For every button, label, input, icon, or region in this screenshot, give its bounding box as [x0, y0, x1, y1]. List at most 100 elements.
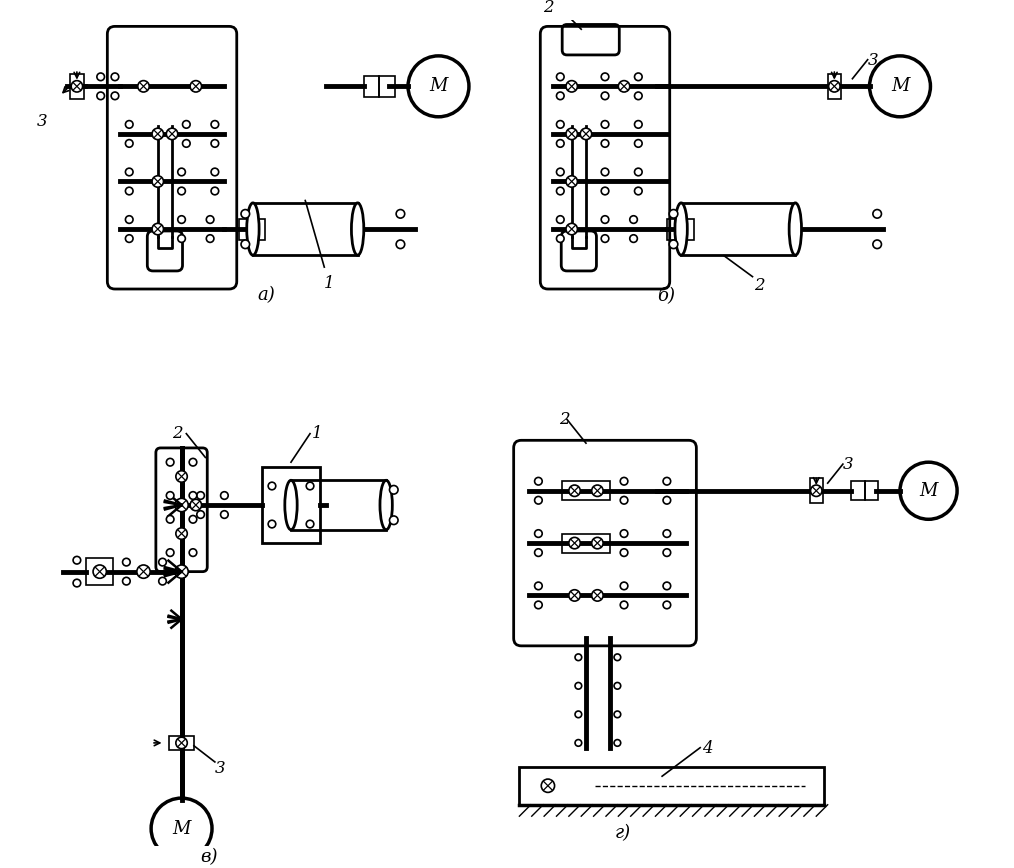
- Circle shape: [569, 537, 580, 549]
- Circle shape: [663, 529, 670, 537]
- Bar: [238, 219, 251, 240]
- Text: а): а): [258, 286, 276, 304]
- Circle shape: [621, 477, 628, 485]
- Circle shape: [211, 187, 219, 194]
- Circle shape: [190, 458, 197, 466]
- Circle shape: [575, 740, 582, 746]
- Circle shape: [183, 140, 191, 148]
- Circle shape: [268, 483, 276, 490]
- Circle shape: [126, 121, 133, 128]
- Circle shape: [126, 216, 133, 223]
- Circle shape: [152, 223, 163, 234]
- Text: 2: 2: [172, 425, 183, 442]
- Ellipse shape: [789, 203, 801, 255]
- Circle shape: [241, 240, 249, 248]
- Circle shape: [635, 168, 642, 176]
- Circle shape: [534, 477, 542, 485]
- Text: M: M: [172, 819, 191, 838]
- Bar: [681, 203, 795, 255]
- Circle shape: [183, 121, 191, 128]
- Circle shape: [601, 168, 608, 176]
- Circle shape: [569, 485, 580, 496]
- Circle shape: [191, 81, 202, 92]
- Circle shape: [159, 558, 166, 566]
- Circle shape: [389, 516, 399, 524]
- Circle shape: [534, 602, 542, 608]
- Circle shape: [306, 483, 313, 490]
- Circle shape: [575, 711, 582, 718]
- Circle shape: [534, 549, 542, 556]
- Circle shape: [592, 537, 603, 549]
- Circle shape: [601, 92, 608, 100]
- Circle shape: [621, 496, 628, 504]
- Circle shape: [566, 81, 577, 92]
- Circle shape: [112, 73, 119, 81]
- Circle shape: [873, 209, 881, 218]
- Text: б): б): [657, 286, 675, 304]
- Circle shape: [557, 140, 564, 148]
- Circle shape: [614, 654, 621, 661]
- Ellipse shape: [675, 203, 687, 255]
- Bar: [263, 467, 319, 543]
- Circle shape: [396, 209, 405, 218]
- Bar: [667, 219, 680, 240]
- Circle shape: [621, 549, 628, 556]
- Circle shape: [621, 529, 628, 537]
- Text: M: M: [920, 482, 938, 500]
- Circle shape: [166, 516, 174, 523]
- Circle shape: [177, 234, 186, 242]
- Circle shape: [566, 128, 577, 140]
- Bar: [865, 481, 878, 500]
- Circle shape: [676, 233, 684, 240]
- Circle shape: [97, 73, 104, 81]
- Circle shape: [663, 477, 670, 485]
- Circle shape: [676, 218, 684, 226]
- Circle shape: [566, 176, 577, 187]
- Circle shape: [221, 491, 228, 499]
- Circle shape: [190, 516, 197, 523]
- Circle shape: [175, 528, 188, 539]
- Bar: [562, 481, 609, 500]
- Circle shape: [663, 602, 670, 608]
- Bar: [680, 219, 694, 240]
- Circle shape: [138, 81, 149, 92]
- Circle shape: [112, 92, 119, 100]
- Circle shape: [248, 218, 256, 226]
- Text: 2: 2: [754, 277, 765, 293]
- Ellipse shape: [380, 480, 392, 529]
- Circle shape: [669, 240, 677, 248]
- Text: в): в): [201, 847, 218, 865]
- Circle shape: [248, 233, 256, 240]
- Circle shape: [828, 81, 840, 92]
- Circle shape: [592, 589, 603, 602]
- Circle shape: [635, 121, 642, 128]
- Circle shape: [873, 240, 881, 248]
- Circle shape: [601, 121, 608, 128]
- Circle shape: [614, 682, 621, 689]
- Circle shape: [557, 168, 564, 176]
- Circle shape: [534, 496, 542, 504]
- Circle shape: [566, 223, 577, 234]
- Circle shape: [126, 187, 133, 194]
- Circle shape: [126, 168, 133, 176]
- Circle shape: [152, 176, 163, 187]
- Circle shape: [268, 520, 276, 528]
- Text: 1: 1: [312, 425, 322, 442]
- Circle shape: [177, 168, 186, 176]
- Circle shape: [557, 73, 564, 81]
- Circle shape: [810, 485, 822, 496]
- Text: 3: 3: [215, 760, 225, 777]
- Circle shape: [534, 529, 542, 537]
- Text: г): г): [614, 824, 631, 842]
- Bar: [562, 534, 609, 553]
- Circle shape: [241, 209, 249, 218]
- Text: 2: 2: [560, 411, 570, 428]
- Circle shape: [73, 556, 81, 564]
- Circle shape: [630, 216, 638, 223]
- Bar: [364, 76, 379, 97]
- Circle shape: [635, 187, 642, 194]
- Circle shape: [557, 187, 564, 194]
- Circle shape: [669, 209, 677, 218]
- Circle shape: [621, 582, 628, 589]
- Bar: [251, 219, 266, 240]
